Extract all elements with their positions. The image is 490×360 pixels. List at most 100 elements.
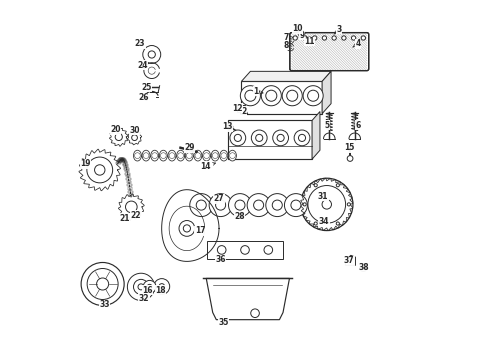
Circle shape	[87, 269, 118, 300]
Text: 31: 31	[318, 192, 328, 201]
Circle shape	[159, 284, 165, 289]
Bar	[119, 158, 123, 160]
Circle shape	[125, 201, 137, 213]
Circle shape	[216, 200, 225, 210]
Polygon shape	[322, 71, 331, 114]
Circle shape	[336, 222, 340, 225]
Bar	[124, 168, 129, 170]
Circle shape	[308, 185, 345, 223]
Bar	[125, 172, 130, 175]
Circle shape	[87, 157, 113, 183]
Ellipse shape	[185, 150, 193, 161]
Circle shape	[314, 222, 317, 225]
Circle shape	[277, 134, 284, 141]
Circle shape	[95, 165, 105, 175]
Bar	[124, 166, 128, 168]
Circle shape	[261, 86, 281, 106]
Circle shape	[221, 153, 227, 158]
Circle shape	[230, 130, 245, 146]
Text: 13: 13	[222, 122, 232, 131]
Bar	[242, 81, 322, 114]
Circle shape	[183, 225, 191, 232]
Ellipse shape	[133, 150, 141, 161]
Text: 26: 26	[139, 93, 149, 102]
Circle shape	[300, 178, 353, 230]
Polygon shape	[206, 278, 290, 320]
Circle shape	[132, 135, 137, 140]
Circle shape	[240, 86, 260, 106]
Ellipse shape	[142, 150, 150, 161]
Text: 11: 11	[304, 37, 315, 46]
Bar	[126, 178, 131, 180]
Circle shape	[351, 36, 356, 40]
Circle shape	[256, 134, 263, 141]
Circle shape	[196, 200, 206, 210]
Bar	[238, 105, 245, 112]
Bar	[228, 121, 312, 159]
Ellipse shape	[151, 150, 159, 161]
Circle shape	[138, 284, 144, 290]
Bar	[120, 158, 124, 160]
Circle shape	[154, 279, 170, 294]
FancyBboxPatch shape	[290, 33, 368, 71]
Bar	[125, 170, 129, 172]
Circle shape	[152, 153, 158, 158]
Bar	[122, 160, 126, 162]
Circle shape	[127, 273, 155, 301]
Circle shape	[313, 36, 317, 40]
Text: 19: 19	[80, 159, 91, 168]
Circle shape	[195, 153, 201, 158]
Ellipse shape	[202, 150, 211, 161]
Text: 32: 32	[139, 294, 149, 303]
Circle shape	[209, 194, 232, 217]
Text: 20: 20	[110, 125, 121, 134]
Bar	[120, 158, 124, 160]
Bar	[126, 175, 130, 177]
Circle shape	[298, 134, 306, 141]
Circle shape	[254, 200, 264, 210]
Ellipse shape	[177, 150, 185, 161]
Circle shape	[251, 309, 259, 318]
Circle shape	[143, 153, 149, 158]
Ellipse shape	[228, 150, 236, 161]
Circle shape	[204, 153, 209, 158]
Bar	[117, 161, 121, 163]
Text: 28: 28	[234, 212, 245, 221]
Circle shape	[347, 203, 350, 206]
Circle shape	[133, 279, 148, 294]
Text: 38: 38	[359, 264, 369, 273]
Circle shape	[291, 200, 301, 210]
Ellipse shape	[168, 150, 176, 161]
Text: 9: 9	[300, 31, 305, 40]
Circle shape	[227, 124, 233, 130]
Polygon shape	[345, 255, 355, 265]
Circle shape	[282, 86, 302, 106]
Bar	[127, 184, 132, 186]
Circle shape	[362, 266, 365, 269]
Circle shape	[179, 221, 195, 236]
Bar	[122, 161, 127, 163]
Bar	[128, 191, 132, 193]
Circle shape	[293, 36, 297, 40]
Bar	[117, 160, 122, 162]
Bar	[118, 159, 122, 162]
Text: 8: 8	[283, 41, 290, 50]
Bar	[123, 164, 128, 166]
Circle shape	[303, 86, 323, 106]
Text: 17: 17	[195, 226, 205, 235]
Text: 30: 30	[129, 126, 140, 135]
Text: 12: 12	[232, 104, 243, 113]
Circle shape	[115, 134, 122, 140]
Bar	[123, 162, 127, 165]
Bar	[207, 240, 283, 259]
Text: 14: 14	[200, 162, 216, 171]
Text: 3: 3	[334, 25, 342, 34]
Circle shape	[332, 36, 336, 40]
Ellipse shape	[211, 150, 219, 161]
Circle shape	[247, 194, 270, 217]
Circle shape	[234, 134, 242, 141]
Circle shape	[228, 194, 251, 217]
Text: 35: 35	[219, 318, 229, 327]
Circle shape	[241, 246, 249, 254]
Circle shape	[272, 200, 282, 210]
